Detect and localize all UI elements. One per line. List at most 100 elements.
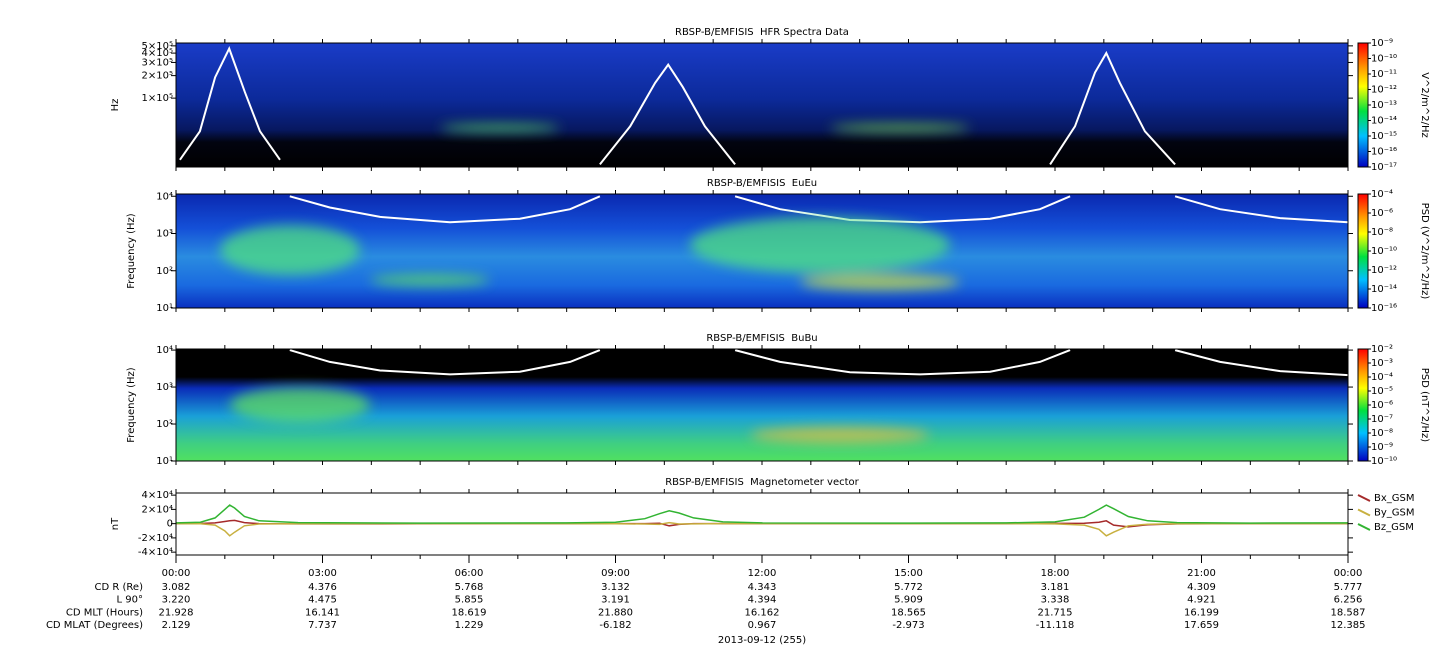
spectrogram-image	[176, 349, 1348, 461]
x-tick-label: 15:00	[894, 568, 923, 579]
ephemeris-value: 4.376	[308, 582, 337, 593]
y-tick-label: 2×10⁴	[142, 504, 173, 515]
colorbar-tick-label: 10⁻⁹	[1371, 442, 1393, 453]
y-tick-label: -4×10⁴	[138, 547, 173, 558]
ephemeris-value: 3.082	[162, 582, 191, 593]
y-tick-label: 10⁴	[156, 345, 173, 356]
colorbar-tick-label: 10⁻¹⁰	[1371, 246, 1397, 257]
x-tick-label: 06:00	[455, 568, 484, 579]
ephemeris-value: -11.118	[1036, 620, 1075, 631]
ephemeris-value: 18.565	[891, 607, 926, 618]
series-line	[175, 504, 1349, 524]
ephemeris-value: 2.129	[162, 620, 191, 631]
ephemeris-value: -6.182	[599, 620, 631, 631]
x-tick-label: 21:00	[1187, 568, 1216, 579]
ephemeris-value: 21.928	[159, 607, 194, 618]
colorbar-tick-label: 10⁻¹⁷	[1371, 162, 1397, 173]
y-tick-label: 10²	[156, 266, 173, 277]
y-tick-label: -2×10⁴	[138, 533, 173, 544]
panel-title: RBSP-B/EMFISIS HFR Spectra Data	[675, 27, 849, 38]
ephemeris-value: 3.338	[1041, 595, 1070, 606]
colorbar-tick-label: 10⁻⁸	[1371, 428, 1393, 439]
ephemeris-value: 17.659	[1184, 620, 1219, 631]
overlay-line	[289, 349, 1349, 377]
y-tick-label: 2×10⁵	[142, 71, 173, 82]
ephemeris-value: 6.256	[1334, 595, 1363, 606]
colorbar	[1357, 348, 1369, 462]
plot-frame	[175, 492, 1349, 556]
panel-title: RBSP-B/EMFISIS EuEu	[707, 178, 817, 189]
ephemeris-value: 5.777	[1334, 582, 1363, 593]
colorbar-tick-label: 10⁻¹²	[1371, 85, 1397, 96]
ephemeris-value: 4.921	[1187, 595, 1216, 606]
y-tick-label: 4×10⁵	[142, 48, 173, 59]
ephemeris-value: 1.229	[455, 620, 484, 631]
legend-label: By_GSM	[1374, 508, 1415, 519]
ephemeris-value: 5.768	[455, 582, 484, 593]
ephemeris-value: 18.587	[1331, 607, 1366, 618]
x-tick-label: 18:00	[1041, 568, 1070, 579]
date-label: 2013-09-12 (255)	[718, 635, 806, 646]
ephemeris-value: 3.220	[162, 595, 191, 606]
x-tick-label: 00:00	[1334, 568, 1363, 579]
x-tick-label: 09:00	[601, 568, 630, 579]
y-axis-label: Frequency (Hz)	[126, 367, 137, 443]
colorbar-tick-label: 10⁻²	[1371, 344, 1393, 355]
ephemeris-value: 16.162	[745, 607, 780, 618]
colorbar-tick-label: 10⁻⁸	[1371, 227, 1393, 238]
y-tick-label: 10¹	[156, 456, 173, 467]
ephemeris-value: 16.141	[305, 607, 340, 618]
spectrogram-image	[176, 43, 1348, 167]
legend-swatch	[1357, 523, 1371, 531]
ephemeris-value: 4.343	[748, 582, 777, 593]
y-tick-label: 10³	[156, 382, 173, 393]
colorbar	[1357, 193, 1369, 309]
colorbar-tick-label: 10⁻¹⁰	[1371, 54, 1397, 65]
legend-swatch	[1357, 508, 1371, 517]
colorbar-tick-label: 10⁻⁶	[1371, 208, 1393, 219]
colorbar-tick-label: 10⁻¹²	[1371, 265, 1397, 276]
colorbar-tick-label: 10⁻¹⁵	[1371, 131, 1397, 142]
ephemeris-value: 5.772	[894, 582, 923, 593]
colorbar-tick-label: 10⁻¹³	[1371, 100, 1397, 111]
colorbar-label: PSD (V^2/m^2/Hz)	[1419, 203, 1430, 300]
legend-label: Bx_GSM	[1374, 493, 1415, 504]
legend-swatch	[1357, 494, 1371, 502]
panel-title: RBSP-B/EMFISIS BuBu	[706, 333, 817, 344]
ephemeris-value: 5.909	[894, 595, 923, 606]
ephemeris-value: 3.132	[601, 582, 630, 593]
y-tick-label: 5×10⁵	[142, 41, 173, 52]
ephemeris-label: CD MLAT (Degrees)	[46, 620, 143, 631]
ephemeris-value: 16.199	[1184, 607, 1219, 618]
colorbar-tick-label: 10⁻⁹	[1371, 38, 1393, 49]
y-tick-label: 4×10⁴	[142, 490, 173, 501]
y-axis-label: Frequency (Hz)	[126, 213, 137, 289]
ephemeris-value: 18.619	[452, 607, 487, 618]
ephemeris-label: L 90°	[117, 595, 143, 606]
ephemeris-value: 21.715	[1038, 607, 1073, 618]
colorbar-tick-label: 10⁻¹⁴	[1371, 284, 1397, 295]
overlay-line	[289, 195, 1349, 224]
ephemeris-value: 4.309	[1187, 582, 1216, 593]
colorbar-tick-label: 10⁻⁶	[1371, 400, 1393, 411]
y-tick-label: 3×10⁵	[142, 57, 173, 68]
y-tick-label: 1×10⁵	[142, 93, 173, 104]
y-axis-label: nT	[110, 517, 121, 530]
y-tick-label: 10²	[156, 419, 173, 430]
colorbar-tick-label: 10⁻⁵	[1371, 386, 1393, 397]
ephemeris-value: 21.880	[598, 607, 633, 618]
colorbar	[1357, 42, 1369, 168]
colorbar-tick-label: 10⁻¹¹	[1371, 69, 1397, 80]
colorbar-tick-label: 10⁻⁴	[1371, 372, 1393, 383]
ephemeris-value: 3.191	[601, 595, 630, 606]
x-tick-label: 12:00	[748, 568, 777, 579]
y-tick-label: 0	[167, 519, 173, 530]
x-tick-label: 00:00	[162, 568, 191, 579]
x-tick-label: 03:00	[308, 568, 337, 579]
colorbar-tick-label: 10⁻¹⁶	[1371, 303, 1397, 314]
ephemeris-value: 12.385	[1331, 620, 1366, 631]
colorbar-tick-label: 10⁻¹⁶	[1371, 147, 1397, 158]
ephemeris-value: 3.181	[1041, 582, 1070, 593]
y-tick-label: 10¹	[156, 303, 173, 314]
